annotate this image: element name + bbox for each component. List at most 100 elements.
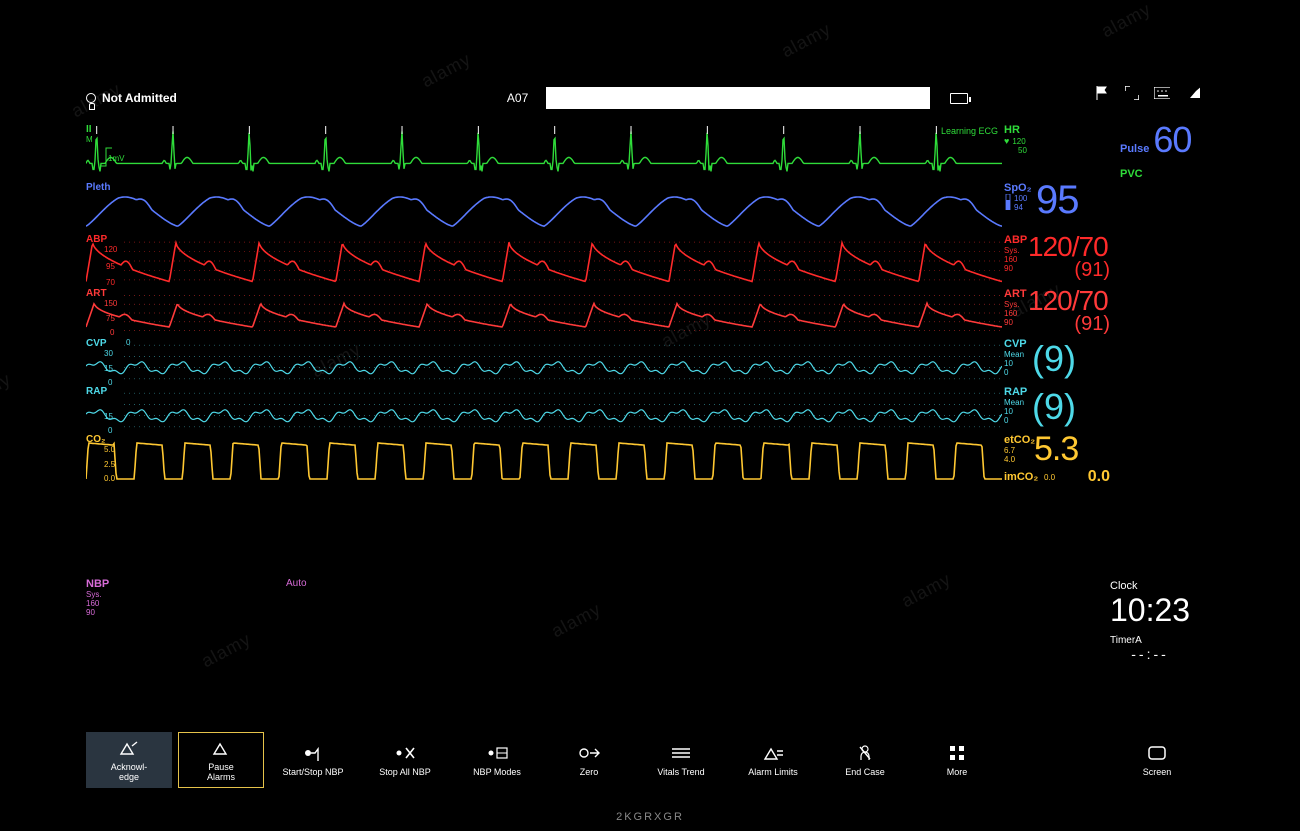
numeric-abp[interactable]: ABP Sys. 160 90 120/70 (91) (1004, 234, 1110, 288)
clock-label: Clock (1110, 580, 1190, 592)
watermark-text: alamy (548, 599, 605, 642)
heart-icon: ♥ (1004, 136, 1009, 146)
spo2-label: SpO₂ (1004, 182, 1036, 194)
lane-co2[interactable]: CO₂ 5.0 2.5 0.0 (86, 434, 1002, 484)
nbp-mode: Auto (286, 578, 307, 589)
pleth-waveform (86, 182, 1002, 234)
watermark-text: alamy (198, 629, 255, 672)
abp-limit-lo: 90 (1004, 264, 1028, 273)
lane-ecg[interactable]: II M 1mV Learning ECG (86, 124, 1002, 182)
numeric-pvc[interactable]: PVC (1120, 164, 1200, 182)
ecg-mode-label: M (86, 135, 93, 144)
numeric-etco2[interactable]: etCO₂ 6.7 4.0 5.3 (1004, 434, 1110, 468)
lane-art[interactable]: ART 150 75 0 (86, 288, 1002, 338)
zero-icon (578, 743, 600, 763)
menu-stopn[interactable]: Stop All NBP (362, 732, 448, 788)
rap-label: RAP (86, 386, 107, 397)
watermark-text: alamy (0, 369, 15, 412)
lane-cvp[interactable]: CVP 0 30 15 0 (86, 338, 1002, 386)
nbp-block[interactable]: NBP Sys. 160 90 Auto (86, 578, 109, 617)
timer-label: TimerA (1110, 635, 1190, 646)
etco2-limit-lo: 4.0 (1004, 455, 1034, 464)
etco2-value: 5.3 (1034, 434, 1078, 468)
keyboard-icon[interactable] (1154, 86, 1170, 100)
menu-label: Pause Alarms (207, 762, 235, 782)
trend-icon (672, 743, 690, 763)
numeric-art[interactable]: ART Sys. 160 90 120/70 (91) (1004, 288, 1110, 338)
patient-status[interactable]: Not Admitted (102, 91, 177, 105)
stopn-icon (394, 743, 416, 763)
numeric-cvp[interactable]: CVP Mean 10 0 (9) (1004, 338, 1110, 386)
numeric-hr[interactable]: HR ♥ 120 50 (1004, 124, 1110, 182)
cvp-label2: CVP (1004, 338, 1032, 350)
menu-modes[interactable]: NBP Modes (454, 732, 540, 788)
nbp-limit-hi: 160 (86, 599, 109, 608)
waveform-area: II M 1mV Learning ECG Pleth ABP 120 95 7… (86, 124, 1002, 484)
lane-abp[interactable]: ABP 120 95 70 (86, 234, 1002, 288)
co2-scale-top: 5.0 (104, 445, 115, 454)
menu-pause[interactable]: Pause Alarms (178, 732, 264, 788)
numeric-pulse[interactable]: Pulse 60 (1120, 124, 1200, 156)
top-bar: Not Admitted A07 (86, 84, 1200, 112)
menu-label: NBP Modes (473, 767, 521, 777)
watermark-text: alamy (898, 569, 955, 612)
abp-label2: ABP (1004, 234, 1028, 246)
pleth-label: Pleth (86, 182, 110, 193)
clock-block[interactable]: Clock 10:23 TimerA --:-- (1110, 580, 1190, 662)
art-scale-top: 150 (104, 299, 117, 308)
numeric-spo2[interactable]: SpO₂ 100 94 95 (1004, 182, 1110, 234)
menu-nbp[interactable]: Start/Stop NBP (270, 732, 356, 788)
art-label2: ART (1004, 288, 1028, 300)
art-sub: Sys. (1004, 300, 1028, 309)
co2-scale-bot: 0.0 (104, 474, 115, 483)
spo2-limit-hi: 100 (1014, 194, 1027, 203)
menu-ack[interactable]: Acknowl- edge (86, 732, 172, 788)
modes-icon (486, 743, 508, 763)
screen-button[interactable]: Screen (1114, 732, 1200, 788)
spo2-bar-icon (1004, 194, 1012, 210)
menu-label: Vitals Trend (657, 767, 704, 777)
pulse-value: 60 (1153, 124, 1191, 156)
menu-end[interactable]: End Case (822, 732, 908, 788)
menu-label: Start/Stop NBP (282, 767, 343, 777)
co2-scale-mid: 2.5 (104, 460, 115, 469)
clock-time: 10:23 (1110, 592, 1190, 629)
lane-pleth[interactable]: Pleth (86, 182, 1002, 234)
art-mean: (91) (1028, 313, 1110, 336)
nbp-icon (302, 743, 324, 763)
bed-label: A07 (507, 91, 528, 105)
rap-value: (9) (1032, 386, 1076, 434)
cvp-limit-hi: 10 (1004, 359, 1032, 368)
numerics-column: HR ♥ 120 50 SpO₂ 100 94 95 ABP Sys. 160 … (1004, 124, 1110, 486)
menu-trend[interactable]: Vitals Trend (638, 732, 724, 788)
menu-label: More (947, 767, 968, 777)
flag-icon[interactable] (1094, 86, 1110, 100)
rap-waveform (86, 386, 1002, 434)
lane-rap[interactable]: RAP 15 0 (86, 386, 1002, 434)
rap-label2: RAP (1004, 386, 1032, 398)
cvp-scale-mid: 15 (104, 364, 113, 373)
hr-limit-hi: 120 (1012, 137, 1025, 146)
cvp-scale-top2: 0 (126, 338, 130, 347)
top-input[interactable] (546, 87, 930, 109)
alarm-icon (762, 743, 784, 763)
menu-zero[interactable]: Zero (546, 732, 632, 788)
rap-limit-lo: 0 (1004, 416, 1032, 425)
battery-icon (950, 93, 968, 104)
bottom-menu: Acknowl- edge Pause Alarms Start/Stop NBP S… (86, 732, 1200, 788)
abp-waveform (86, 234, 1002, 288)
expand-icon[interactable] (1124, 86, 1140, 100)
volume-icon[interactable] (1184, 86, 1200, 100)
abp-sub: Sys. (1004, 246, 1028, 255)
menu-more[interactable]: More (914, 732, 1000, 788)
art-scale-bot: 0 (110, 328, 114, 337)
numeric-imco2[interactable]: imCO₂ 0.0 0.0 (1004, 468, 1110, 486)
image-id: 2KGRXGR (616, 811, 684, 823)
spo2-value: 95 (1036, 182, 1079, 234)
menu-label: Alarm Limits (748, 767, 798, 777)
numeric-rap[interactable]: RAP Mean 10 0 (9) (1004, 386, 1110, 434)
menu-label: End Case (845, 767, 885, 777)
menu-alarm[interactable]: Alarm Limits (730, 732, 816, 788)
art-value: 120/70 (1028, 288, 1110, 313)
cvp-sub: Mean (1004, 350, 1032, 359)
